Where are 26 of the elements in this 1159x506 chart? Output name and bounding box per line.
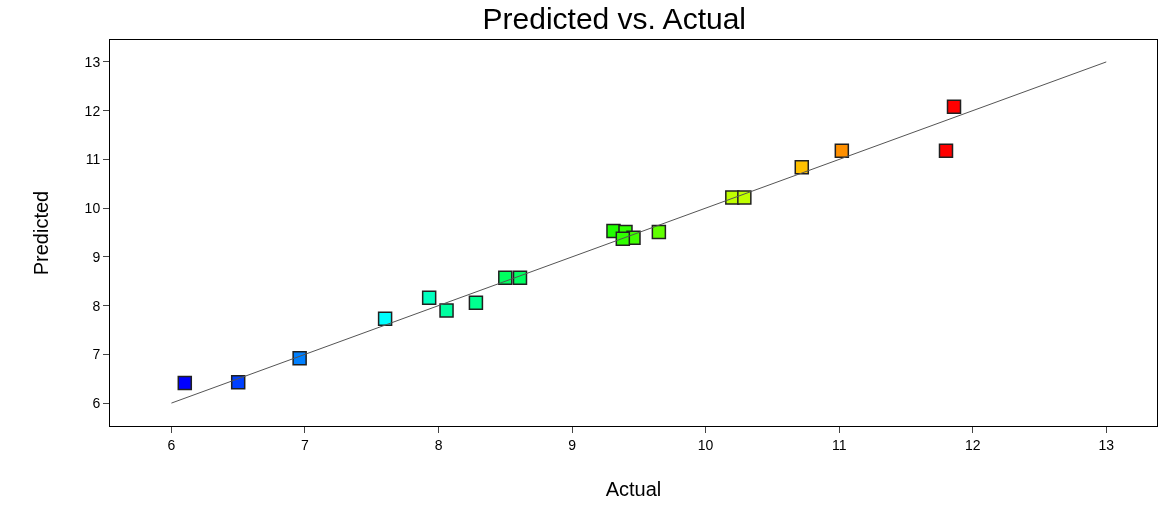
y-axis-title: Predicted: [30, 190, 53, 276]
y-tick-label: 10: [84, 200, 101, 217]
y-tick-label: 7: [92, 346, 101, 363]
point: [439, 303, 454, 318]
point: [938, 143, 954, 158]
point: [421, 290, 437, 306]
y-tick-label: 6: [92, 394, 101, 411]
point: [177, 375, 193, 391]
x-tick-label: 11: [831, 436, 847, 453]
y-tick-label: 9: [92, 248, 101, 265]
x-tick-label: 6: [167, 436, 176, 453]
x-tick-label: 9: [568, 436, 577, 453]
point: [946, 99, 962, 115]
chart-title: Predicted vs. Actual: [482, 1, 746, 35]
y-tick-label: 13: [84, 53, 101, 70]
y-tick-label: 8: [92, 297, 101, 314]
x-tick-label: 8: [434, 436, 443, 453]
point: [834, 143, 850, 158]
point: [468, 295, 484, 310]
x-tick-label: 7: [301, 436, 310, 453]
x-axis-title: Actual: [605, 478, 662, 501]
x-tick-label: 13: [1098, 436, 1115, 453]
y-tick-label: 12: [84, 102, 101, 119]
x-tick-label: 12: [964, 436, 981, 453]
x-tick-label: 10: [697, 436, 714, 453]
y-tick-label: 11: [85, 151, 101, 168]
